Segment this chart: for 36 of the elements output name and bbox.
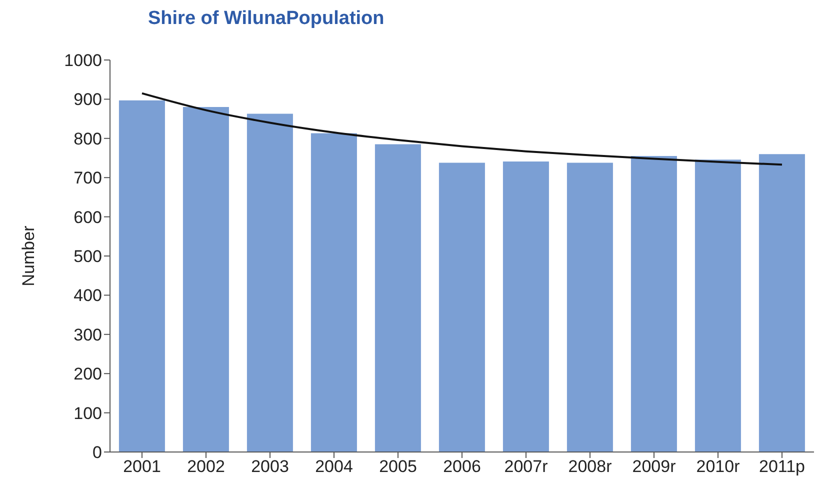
bar <box>182 107 229 452</box>
bar <box>502 162 549 452</box>
x-tick-label: 2001 <box>123 457 161 476</box>
y-tick-label: 1000 <box>64 51 102 70</box>
x-tick-label: 2004 <box>315 457 353 476</box>
y-tick-label: 200 <box>74 364 102 384</box>
bar <box>374 144 421 452</box>
x-tick-label: 2005 <box>379 457 417 476</box>
y-tick-label: 800 <box>74 129 102 148</box>
bar <box>694 160 741 452</box>
line-series <box>141 92 783 166</box>
y-tick-label: 400 <box>74 286 102 306</box>
bar <box>246 114 293 452</box>
y-tick-label: 100 <box>74 404 102 423</box>
bar <box>566 162 613 452</box>
y-tick-label: 900 <box>74 90 102 110</box>
y-tick-label: 0 <box>92 443 102 462</box>
chart-title: Shire of WilunaPopulation <box>148 8 386 31</box>
x-tick-label: 2003 <box>251 457 289 476</box>
x-tick-label: 2011p <box>758 457 806 476</box>
x-tick-label: 2006 <box>443 457 481 476</box>
x-tick-label: 2002 <box>187 457 225 476</box>
x-tick-label: 2010r <box>696 457 740 476</box>
y-axis-title: Number <box>19 225 38 286</box>
y-tick-label: 300 <box>74 325 102 344</box>
bar <box>310 133 357 452</box>
x-tick-label: 2008r <box>568 457 612 476</box>
x-tick-label: 2007r <box>504 457 548 476</box>
y-tick-label: 500 <box>74 247 102 266</box>
bar <box>758 154 805 452</box>
bar <box>438 162 485 452</box>
y-tick-label: 600 <box>74 208 102 227</box>
y-tick-label: 700 <box>74 168 102 188</box>
x-tick-label: 2009r <box>632 457 676 476</box>
bar <box>630 156 677 452</box>
bar <box>118 100 165 452</box>
